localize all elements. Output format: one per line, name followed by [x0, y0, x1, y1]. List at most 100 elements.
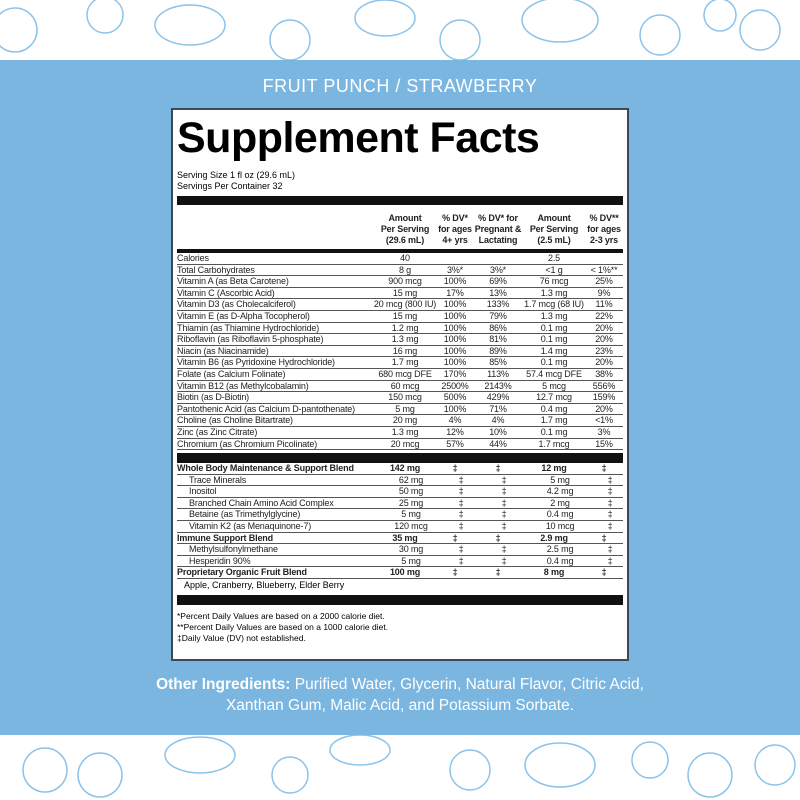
column-header: Amount Per Serving (2.5 mL) — [529, 213, 579, 245]
cell-value: 100 mg — [389, 567, 421, 578]
cell-value: 11% — [595, 299, 613, 310]
cell-value: ‡ — [458, 544, 464, 555]
cell-value: 1.3 mg — [540, 287, 568, 298]
cell-value: 10% — [489, 426, 507, 437]
cell-value: 2.5 mg — [546, 544, 574, 555]
cell-value: ‡ — [501, 521, 507, 532]
cell-value: 15 mg — [392, 310, 418, 321]
nutrient-row: Folate (as Calcium Folinate) 680 mcg DFE 1… — [177, 369, 623, 381]
cell-value: 15% — [595, 438, 613, 449]
row-label: Inositol — [189, 486, 217, 497]
cell-value: ‡ — [495, 532, 501, 543]
cell-value: 23% — [595, 345, 613, 356]
cell-value: 113% — [487, 368, 509, 379]
cell-value: 44% — [489, 438, 507, 449]
cell-value: 0.4 mg — [546, 509, 574, 520]
row-label: Calories — [177, 253, 209, 263]
column-headers: Amount Per Serving (29.6 mL)% DV* for ag… — [177, 205, 623, 249]
row-label: Riboflavin (as Riboflavin 5-phosphate) — [177, 334, 324, 345]
cell-value: 25 mg — [398, 497, 424, 508]
cell-value: 20% — [595, 322, 613, 333]
column-header: % DV* for ages 4+ yrs — [438, 213, 472, 245]
cell-value: ‡ — [607, 497, 613, 508]
cell-value: 20 mcg — [390, 438, 420, 449]
nutrient-row: Vitamin D3 (as Cholecalciferol) 20 mcg (8… — [177, 299, 623, 311]
cell-value: <1% — [595, 415, 613, 426]
nutrient-row: Zinc (as Zinc Citrate) 1.3 mg 12% 10% 0.1 mg… — [177, 427, 623, 439]
nutrient-row: Vitamin A (as Beta Carotene) 900 mcg 100% 6… — [177, 276, 623, 288]
cell-value: 9% — [597, 287, 611, 298]
cell-value: <1 g — [545, 264, 563, 275]
cell-value: 20 mg — [392, 415, 418, 426]
cell-value: 0.4 mg — [540, 403, 568, 414]
divider-bar — [177, 196, 623, 205]
row-label: Branched Chain Amino Acid Complex — [189, 497, 334, 508]
cell-value: ‡ — [452, 463, 458, 474]
cell-value: 10 mcg — [545, 521, 575, 532]
cell-value: 12% — [446, 426, 464, 437]
cell-value: 100% — [443, 403, 467, 414]
row-label: Betaine (as Trimethylglycine) — [189, 509, 301, 520]
row-label: Vitamin K2 (as Menaquinone-7) — [189, 521, 312, 532]
cell-value: 4% — [491, 415, 505, 426]
cell-value: 50 mg — [398, 486, 424, 497]
row-label: Proprietary Organic Fruit Blend — [177, 567, 307, 578]
cell-value: 100% — [443, 357, 467, 368]
cell-value: 100% — [443, 345, 467, 356]
nutrient-row: Biotin (as D-Biotin) 150 mcg 500% 429% 12.7 … — [177, 392, 623, 404]
blend-row: Vitamin K2 (as Menaquinone-7) 120 mcg ‡ ‡ 10… — [177, 521, 623, 533]
cell-value: 60 mcg — [390, 380, 420, 391]
servings-per-container: Servings Per Container 32 — [177, 181, 283, 191]
cell-value: 0.1 mg — [540, 322, 568, 333]
cell-value: ‡ — [501, 509, 507, 520]
blend-row: Trace Minerals 62 mg ‡ ‡ 5 mg ‡ — [177, 475, 623, 487]
cell-value: 57.4 mcg DFE — [526, 368, 582, 379]
row-label: Immune Support Blend — [177, 532, 274, 543]
cell-value: 170% — [443, 368, 467, 379]
fruit-blend-ingredients: Apple, Cranberry, Blueberry, Elder Berry — [184, 580, 345, 591]
cell-value: ‡ — [501, 474, 507, 485]
cell-value: ‡ — [495, 463, 501, 474]
cell-value: 2143% — [484, 380, 512, 391]
other-ingredients-label: Other Ingredients: — [156, 676, 291, 693]
divider-bar — [177, 595, 623, 606]
cell-value: ‡ — [452, 567, 458, 578]
cell-value: 100% — [443, 334, 467, 345]
serving-size: Serving Size 1 fl oz (29.6 mL) — [177, 170, 296, 180]
row-label: Vitamin D3 (as Cholecalciferol) — [177, 299, 296, 310]
cell-value: 556% — [592, 380, 616, 391]
row-label: Vitamin B12 (as Methylcobalamin) — [177, 380, 309, 391]
footnotes: *Percent Daily Values are based on a 200… — [177, 611, 623, 644]
cell-value: ‡ — [501, 497, 507, 508]
footnote: ‡Daily Value (DV) not established. — [177, 633, 306, 644]
cell-value: ‡ — [601, 532, 607, 543]
cell-value: 5 mg — [401, 555, 421, 566]
cell-value: 5 mg — [395, 403, 415, 414]
cell-value: 16 mg — [392, 345, 418, 356]
cell-value: 79% — [489, 310, 507, 321]
cell-value: 69% — [489, 276, 507, 287]
cell-value: 35 mg — [392, 532, 418, 543]
row-label: Zinc (as Zinc Citrate) — [177, 426, 258, 437]
other-ingredients-text: Purified Water, Glycerin, Natural Flavor… — [225, 676, 644, 714]
cell-value: 150 mcg — [388, 392, 422, 403]
cell-value: 100% — [443, 276, 467, 287]
cell-value: 133% — [486, 299, 510, 310]
row-label: Whole Body Maintenance & Support Blend — [177, 463, 354, 474]
cell-value: 0.1 mg — [540, 357, 568, 368]
cell-value: ‡ — [501, 486, 507, 497]
cell-value: 2.9 mg — [540, 532, 568, 543]
cell-value: ‡ — [501, 544, 507, 555]
cell-value: 100% — [443, 310, 467, 321]
cell-value: 5 mg — [401, 509, 421, 520]
cell-value: ‡ — [495, 567, 501, 578]
column-header: Amount Per Serving (29.6 mL) — [380, 213, 430, 245]
cell-value: ‡ — [607, 474, 613, 485]
other-ingredients: Other Ingredients: Purified Water, Glyce… — [0, 674, 800, 716]
cell-value: 120 mcg — [394, 521, 428, 532]
cell-value: 1.3 mg — [391, 334, 419, 345]
cell-value: 25% — [595, 276, 613, 287]
cell-value: 20% — [595, 357, 613, 368]
cell-value: 0.1 mg — [540, 426, 568, 437]
cell-value: ‡ — [458, 509, 464, 520]
